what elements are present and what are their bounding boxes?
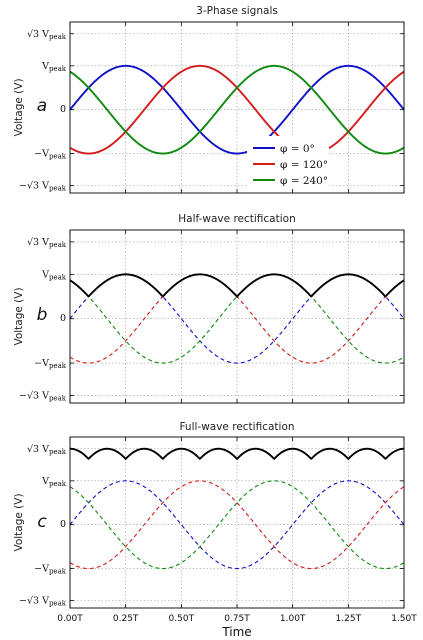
legend-label: φ = 120° (280, 159, 328, 171)
y-tick-label: −√3 Vpeak (19, 180, 67, 193)
y-tick-label: −Vpeak (34, 563, 67, 576)
y-tick-label-main: V (41, 60, 49, 71)
legend-label: φ = 0° (280, 143, 315, 155)
phase-line-0 (69, 64, 405, 155)
y-tick-label-main: √3 V (27, 443, 49, 454)
panel-letter: c (37, 512, 47, 532)
y-tick-label-main: −V (34, 148, 49, 159)
y-tick-label-sub: peak (49, 362, 67, 370)
y-tick-label-main: V (41, 269, 49, 280)
y-tick-label: √3 Vpeak (27, 28, 67, 41)
y-tick-label-main: −V (34, 563, 49, 574)
y-tick-label-main: −√3 V (19, 390, 49, 401)
y-tick-label-sub: peak (49, 600, 67, 608)
y-tick-label: 0 (60, 519, 66, 530)
y-tick-label-sub: peak (49, 65, 67, 73)
y-axis-label: Voltage (V) (13, 287, 25, 345)
y-tick-label-sub: peak (49, 185, 67, 193)
x-tick-label: 0.25T (113, 614, 139, 624)
y-tick-label: Vpeak (41, 269, 67, 282)
y-tick-label: 0 (60, 313, 66, 324)
y-tick-label-sub: peak (49, 153, 67, 161)
x-tick-label: 0.75T (224, 614, 250, 624)
phase-line-120 (69, 480, 405, 570)
y-tick-label-main: √3 V (27, 28, 49, 39)
y-tick-label-main: √3 V (27, 236, 49, 247)
y-tick-label-sub: peak (49, 273, 67, 281)
y-tick-label-sub: peak (49, 33, 67, 41)
x-axis-label: Time (221, 625, 251, 639)
x-tick-label: 1.00T (280, 614, 306, 624)
y-tick-label-sub: peak (49, 241, 67, 249)
legend-label: φ = 240° (280, 175, 328, 187)
y-tick-label: −√3 Vpeak (19, 595, 67, 608)
phase-line-240 (69, 480, 405, 570)
y-tick-label-sub: peak (49, 480, 67, 488)
panel-title: Full-wave rectification (179, 421, 294, 433)
y-tick-label: −Vpeak (34, 148, 67, 161)
y-tick-label-main: −√3 V (19, 595, 49, 606)
y-tick-label-sub: peak (49, 448, 67, 456)
y-tick-label: Vpeak (41, 475, 67, 488)
y-tick-label: −Vpeak (34, 358, 67, 371)
y-axis-label: Voltage (V) (13, 78, 25, 136)
y-tick-label-sub: peak (49, 395, 67, 403)
x-tick-label: 1.50T (391, 614, 417, 624)
y-tick-label: 0 (60, 104, 66, 115)
y-tick-label: √3 Vpeak (27, 236, 67, 249)
rectified-line (69, 447, 405, 461)
y-tick-label: −√3 Vpeak (19, 390, 67, 403)
phase-line-240 (69, 64, 405, 155)
y-tick-label-main: −V (34, 358, 49, 369)
x-tick-label: 0.50T (169, 614, 195, 624)
y-axis-label: Voltage (V) (13, 493, 25, 551)
y-tick-label-main: −√3 V (19, 180, 49, 191)
panel-title: Half-wave rectification (178, 213, 295, 225)
y-tick-label-sub: peak (49, 568, 67, 576)
phase-line-0 (69, 480, 405, 570)
panel-letter: a (37, 96, 47, 116)
panel-letter: b (37, 305, 48, 325)
rectified-line (69, 273, 405, 298)
y-tick-label: Vpeak (41, 60, 67, 73)
x-tick-label: 0.00T (57, 614, 83, 624)
x-tick-label: 1.25T (336, 614, 362, 624)
y-tick-label-main: V (41, 475, 49, 486)
panel-title: 3-Phase signals (196, 5, 278, 17)
y-tick-label: √3 Vpeak (27, 443, 67, 456)
